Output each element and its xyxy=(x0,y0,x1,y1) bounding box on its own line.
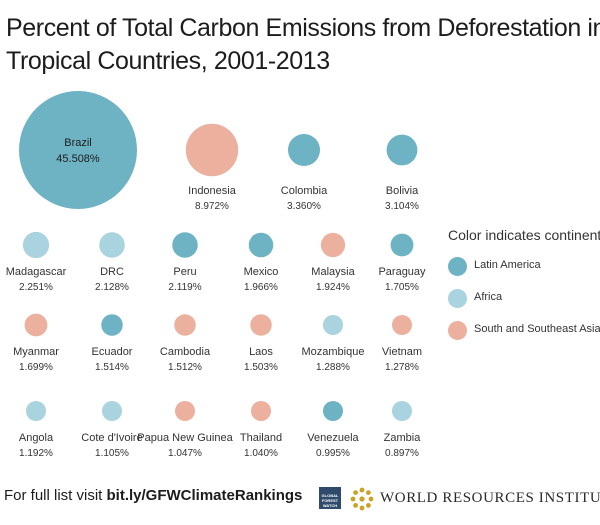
label-value-madagascar: 2.251% xyxy=(19,282,53,293)
label-value-ecuador: 1.514% xyxy=(95,362,129,373)
bubble-colombia xyxy=(287,133,321,167)
bubble-cambodia xyxy=(174,314,196,336)
label-value-venezuela: 0.995% xyxy=(316,448,350,459)
label-value-drc: 2.128% xyxy=(95,282,129,293)
legend-swatch-latin-america xyxy=(448,257,467,276)
footer-text: For full list visit bit.ly/GFWClimateRan… xyxy=(4,487,302,504)
chart-title: Percent of Total Carbon Emissions from D… xyxy=(6,12,600,78)
legend-label-latin-america: Latin America xyxy=(474,259,541,271)
bubble-angola xyxy=(26,401,46,421)
label-country-papua-new-guinea: Papua New Guinea xyxy=(137,432,233,444)
label-value-colombia: 3.360% xyxy=(287,201,321,212)
label-country-madagascar: Madagascar xyxy=(6,266,67,278)
global-forest-watch-logo: GLOBAL FOREST WATCH xyxy=(319,487,341,509)
chart-title-line-2: Tropical Countries, 2001-2013 xyxy=(6,47,330,75)
label-value-paraguay: 1.705% xyxy=(385,282,419,293)
label-value-thailand: 1.040% xyxy=(244,448,278,459)
bubble-drc xyxy=(99,232,125,258)
wri-logo-text: WORLD RESOURCES INSTITUTE xyxy=(380,490,600,506)
label-country-mexico: Mexico xyxy=(244,266,279,278)
bubble-laos xyxy=(250,314,272,336)
label-country-laos: Laos xyxy=(249,346,273,358)
label-country-myanmar: Myanmar xyxy=(13,346,59,358)
bubble-bolivia xyxy=(386,134,418,166)
label-country-drc: DRC xyxy=(100,266,124,278)
label-value-zambia: 0.897% xyxy=(385,448,419,459)
label-country-paraguay: Paraguay xyxy=(378,266,426,278)
label-country-brazil: Brazil xyxy=(64,137,92,149)
bubble-chart: Brazil 45.508% Indonesia 8.972% Colombia 3.36… xyxy=(6,91,426,459)
label-country-cote-d-ivoire: Cote d'Ivoire xyxy=(81,432,142,444)
chart-title-line-1: Percent of Total Carbon Emissions from D… xyxy=(6,14,600,42)
label-country-zambia: Zambia xyxy=(384,432,422,444)
label-country-malaysia: Malaysia xyxy=(311,266,355,278)
label-country-vietnam: Vietnam xyxy=(382,346,422,358)
bubble-zambia xyxy=(392,401,412,421)
bubble-papua-new-guinea xyxy=(175,401,195,421)
label-country-thailand: Thailand xyxy=(240,432,282,444)
label-value-vietnam: 1.278% xyxy=(385,362,419,373)
wri-logo-icon xyxy=(350,487,374,511)
bubble-mozambique xyxy=(323,315,343,335)
label-value-bolivia: 3.104% xyxy=(385,201,419,212)
bubble-indonesia xyxy=(185,123,239,177)
label-country-ecuador: Ecuador xyxy=(92,346,133,358)
label-value-cambodia: 1.512% xyxy=(168,362,202,373)
label-country-angola: Angola xyxy=(19,432,54,444)
label-value-peru: 2.119% xyxy=(168,282,201,293)
label-value-indonesia: 8.972% xyxy=(195,201,229,212)
label-country-colombia: Colombia xyxy=(281,185,328,197)
bubble-vietnam xyxy=(392,315,412,335)
bubble-venezuela xyxy=(323,401,343,421)
label-value-laos: 1.503% xyxy=(244,362,278,373)
label-value-cote-d-ivoire: 1.105% xyxy=(95,448,129,459)
label-country-venezuela: Venezuela xyxy=(307,432,359,444)
label-country-cambodia: Cambodia xyxy=(160,346,211,358)
legend-swatch-africa xyxy=(448,289,467,308)
label-value-papua-new-guinea: 1.047% xyxy=(168,448,202,459)
bubble-malaysia xyxy=(320,232,346,258)
label-value-brazil: 45.508% xyxy=(56,153,100,165)
legend-swatch-south-southeast-asia xyxy=(448,321,467,340)
bubble-madagascar xyxy=(22,231,50,259)
label-country-peru: Peru xyxy=(173,266,196,278)
label-country-bolivia: Bolivia xyxy=(386,185,419,197)
footer-link[interactable]: bit.ly/GFWClimateRankings xyxy=(106,487,303,504)
bubble-mexico xyxy=(248,232,274,258)
label-value-mozambique: 1.288% xyxy=(316,362,350,373)
footer-prefix: For full list visit xyxy=(4,487,107,504)
bubble-ecuador xyxy=(101,314,123,336)
bubble-peru xyxy=(172,232,198,258)
bubble-thailand xyxy=(251,401,271,421)
label-country-indonesia: Indonesia xyxy=(188,185,237,197)
legend-label-south-southeast-asia: South and Southeast Asia xyxy=(474,323,600,335)
label-value-malaysia: 1.924% xyxy=(316,282,350,293)
bubble-cote-d-ivoire xyxy=(102,401,122,421)
label-value-mexico: 1.966% xyxy=(244,282,278,293)
label-country-mozambique: Mozambique xyxy=(302,346,365,358)
legend-label-africa: Africa xyxy=(474,291,503,303)
bubble-brazil xyxy=(19,91,137,209)
label-value-angola: 1.192% xyxy=(19,448,53,459)
bubble-myanmar xyxy=(24,313,48,337)
bubble-paraguay xyxy=(390,233,414,257)
legend-title: Color indicates continent xyxy=(448,227,600,243)
label-value-myanmar: 1.699% xyxy=(19,362,53,373)
